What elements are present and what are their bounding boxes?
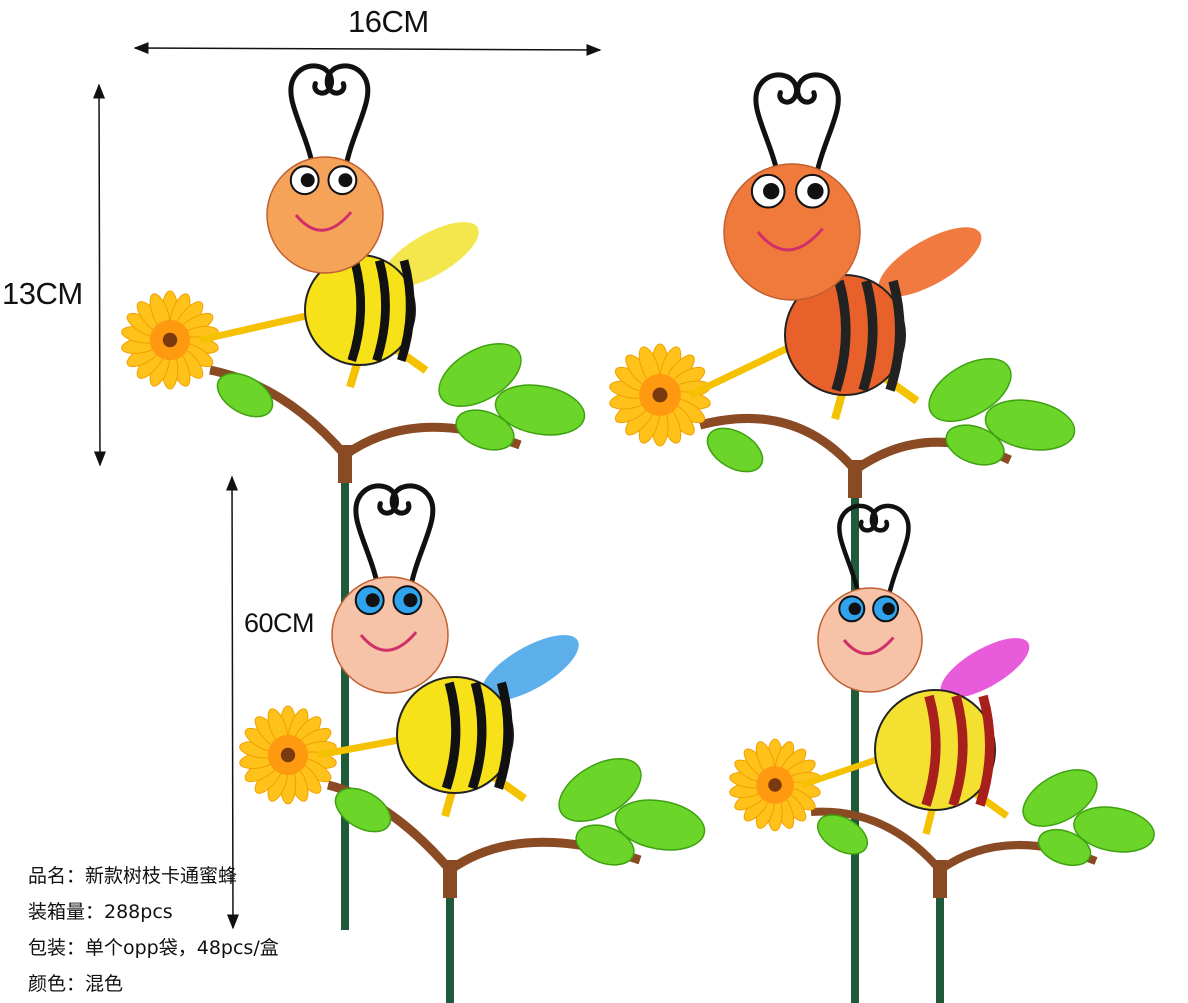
stripe bbox=[975, 694, 995, 807]
leaf bbox=[614, 799, 706, 851]
pupil bbox=[300, 173, 315, 188]
antenna bbox=[288, 63, 334, 172]
stripe bbox=[397, 259, 415, 362]
leaf bbox=[455, 409, 515, 451]
antenna bbox=[795, 72, 841, 181]
stripe bbox=[858, 279, 878, 392]
pupil bbox=[807, 183, 824, 200]
stripe bbox=[885, 279, 905, 392]
leaf bbox=[1037, 828, 1092, 867]
antenna bbox=[837, 503, 879, 601]
stripe bbox=[441, 681, 461, 790]
leaf bbox=[558, 758, 642, 822]
leaf bbox=[945, 424, 1005, 466]
leaf bbox=[1022, 769, 1098, 827]
pupil bbox=[403, 593, 418, 608]
leaf bbox=[438, 343, 522, 407]
packaging: 包装：单个opp袋，48pcs/盒 bbox=[28, 937, 279, 959]
sunflower bbox=[121, 290, 219, 390]
leaf bbox=[216, 372, 274, 418]
leaf bbox=[817, 814, 868, 855]
pupil bbox=[848, 602, 862, 616]
branch bbox=[810, 807, 944, 873]
leaf bbox=[1073, 806, 1155, 853]
sunflower bbox=[609, 343, 711, 447]
leaf bbox=[706, 427, 764, 473]
branch bbox=[698, 413, 859, 473]
antenna bbox=[389, 483, 436, 592]
pupil bbox=[882, 602, 895, 616]
antenna bbox=[869, 503, 911, 601]
wing bbox=[940, 638, 1030, 698]
antenna bbox=[753, 72, 799, 181]
stripe bbox=[494, 681, 513, 790]
pupil bbox=[338, 173, 353, 188]
pupil bbox=[365, 593, 380, 608]
product-info: 品名：新款树枝卡通蜜蜂 装箱量：288pcs 包装：单个opp袋，48pcs/盒… bbox=[28, 858, 279, 1002]
leaf bbox=[984, 399, 1076, 451]
bee-head bbox=[817, 587, 923, 693]
color: 颜色：混色 bbox=[28, 973, 124, 995]
leaf bbox=[575, 824, 635, 866]
stripe bbox=[347, 259, 366, 362]
smile bbox=[756, 227, 824, 252]
antenna bbox=[353, 483, 399, 592]
smile bbox=[842, 636, 895, 656]
stripe bbox=[467, 681, 487, 790]
bee-head bbox=[266, 156, 384, 274]
height-dimension-label: 13CM bbox=[2, 276, 83, 311]
stake-length-label: 60CM bbox=[244, 608, 315, 638]
stake-arrow bbox=[226, 475, 239, 930]
stripe bbox=[948, 694, 968, 807]
smile bbox=[294, 211, 353, 232]
product-name: 品名：新款树枝卡通蜜蜂 bbox=[28, 865, 238, 887]
leaf bbox=[928, 358, 1012, 422]
leaf bbox=[494, 384, 586, 436]
stripe bbox=[921, 694, 941, 807]
bee-head bbox=[331, 576, 449, 694]
wing bbox=[878, 227, 982, 297]
pupil bbox=[763, 183, 780, 200]
width-dimension-label: 16CM bbox=[348, 4, 429, 39]
carton-quantity: 装箱量：288pcs bbox=[28, 901, 173, 923]
smile bbox=[359, 631, 418, 652]
stripe bbox=[831, 279, 851, 392]
leaf bbox=[334, 787, 392, 833]
antenna bbox=[324, 63, 371, 172]
width-arrow bbox=[133, 42, 602, 56]
stripe bbox=[372, 259, 390, 362]
bee-head bbox=[723, 163, 861, 301]
height-arrow bbox=[93, 83, 106, 467]
